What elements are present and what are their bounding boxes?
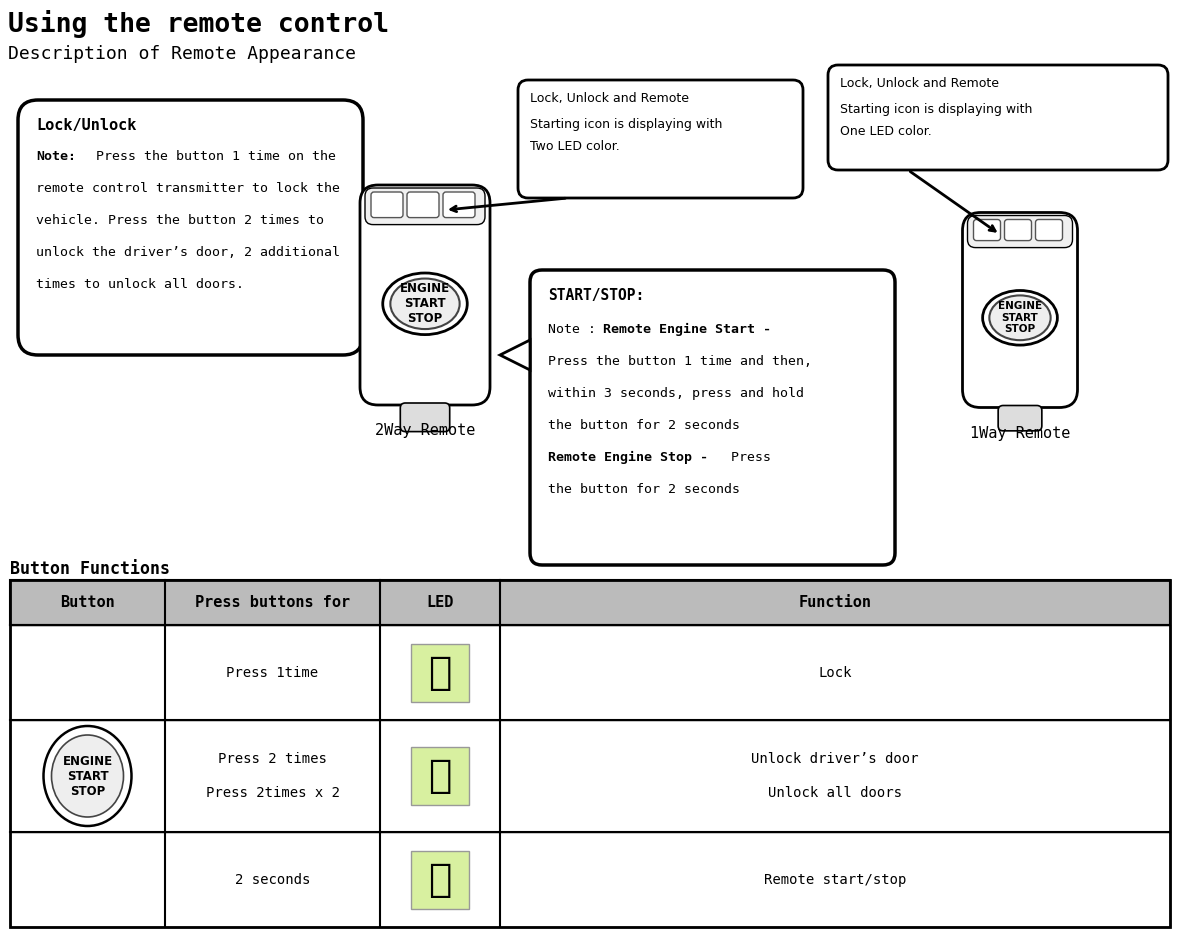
Text: Lock, Unlock and Remote: Lock, Unlock and Remote xyxy=(839,77,999,90)
Text: Lock/Unlock: Lock/Unlock xyxy=(36,118,136,133)
Ellipse shape xyxy=(990,295,1050,340)
Text: Description of Remote Appearance: Description of Remote Appearance xyxy=(8,45,356,63)
FancyBboxPatch shape xyxy=(967,216,1073,247)
Text: Lock: Lock xyxy=(818,666,851,680)
Text: Starting icon is displaying with: Starting icon is displaying with xyxy=(839,103,1032,116)
Bar xyxy=(411,747,469,805)
Text: ENGINE
START
STOP: ENGINE START STOP xyxy=(63,755,112,797)
FancyBboxPatch shape xyxy=(443,192,475,218)
FancyBboxPatch shape xyxy=(18,100,363,355)
FancyBboxPatch shape xyxy=(973,220,1000,241)
Text: ENGINE
START
STOP: ENGINE START STOP xyxy=(998,301,1042,334)
FancyBboxPatch shape xyxy=(365,188,485,224)
FancyBboxPatch shape xyxy=(1036,220,1062,241)
Text: times to unlock all doors.: times to unlock all doors. xyxy=(36,278,244,291)
Text: LED: LED xyxy=(426,595,453,610)
Polygon shape xyxy=(500,340,530,370)
Bar xyxy=(9,832,1170,927)
Ellipse shape xyxy=(382,273,468,334)
FancyBboxPatch shape xyxy=(1004,220,1031,241)
Ellipse shape xyxy=(983,291,1057,345)
Text: Using the remote control: Using the remote control xyxy=(8,10,390,38)
Text: 2Way Remote: 2Way Remote xyxy=(375,423,475,438)
Text: ENGINE
START
STOP: ENGINE START STOP xyxy=(400,282,450,326)
Text: the button for 2 seconds: the button for 2 seconds xyxy=(548,483,740,496)
Text: Lock, Unlock and Remote: Lock, Unlock and Remote xyxy=(530,92,689,105)
Text: Button: Button xyxy=(60,595,115,610)
Ellipse shape xyxy=(51,735,123,817)
Text: Remote start/stop: Remote start/stop xyxy=(764,872,906,886)
FancyBboxPatch shape xyxy=(519,80,803,198)
Text: the button for 2 seconds: the button for 2 seconds xyxy=(548,419,740,432)
Text: Unlock driver’s door: Unlock driver’s door xyxy=(752,752,919,766)
Text: Press buttons for: Press buttons for xyxy=(195,595,350,610)
Text: 🗝: 🗝 xyxy=(429,861,451,899)
Text: 🔒: 🔒 xyxy=(429,653,451,691)
Bar xyxy=(411,850,469,908)
FancyBboxPatch shape xyxy=(400,403,450,432)
Text: Remote Engine Start -: Remote Engine Start - xyxy=(603,323,771,336)
Text: Press: Press xyxy=(723,451,771,464)
Text: Press 1time: Press 1time xyxy=(226,666,318,680)
Bar xyxy=(9,580,1170,625)
Text: remote control transmitter to lock the: remote control transmitter to lock the xyxy=(36,182,340,195)
FancyBboxPatch shape xyxy=(998,405,1042,431)
Bar xyxy=(9,720,1170,832)
Text: unlock the driver’s door, 2 additional: unlock the driver’s door, 2 additional xyxy=(36,246,340,259)
FancyBboxPatch shape xyxy=(371,192,403,218)
Text: Remote Engine Stop -: Remote Engine Stop - xyxy=(548,451,708,464)
Text: 1Way Remote: 1Way Remote xyxy=(970,425,1070,440)
Bar xyxy=(411,644,469,702)
Text: Unlock all doors: Unlock all doors xyxy=(768,786,902,800)
Polygon shape xyxy=(363,210,393,240)
Text: One LED color.: One LED color. xyxy=(839,125,932,138)
Text: Starting icon is displaying with: Starting icon is displaying with xyxy=(530,118,722,131)
Text: Function: Function xyxy=(798,595,871,610)
Text: Button Functions: Button Functions xyxy=(9,560,170,578)
Text: within 3 seconds, press and hold: within 3 seconds, press and hold xyxy=(548,387,804,400)
Text: 🔓: 🔓 xyxy=(429,757,451,795)
Bar xyxy=(9,580,1170,927)
FancyBboxPatch shape xyxy=(828,65,1167,170)
Text: 2 seconds: 2 seconds xyxy=(234,872,310,886)
Ellipse shape xyxy=(391,278,459,329)
FancyBboxPatch shape xyxy=(530,270,895,565)
Text: Press 2times x 2: Press 2times x 2 xyxy=(206,786,340,800)
Text: Press the button 1 time on the: Press the button 1 time on the xyxy=(88,150,336,163)
Text: Note :: Note : xyxy=(548,323,604,336)
FancyBboxPatch shape xyxy=(963,212,1077,407)
Text: Two LED color.: Two LED color. xyxy=(530,140,619,153)
Text: Note:: Note: xyxy=(36,150,76,163)
Text: START/STOP:: START/STOP: xyxy=(548,288,644,303)
Ellipse shape xyxy=(44,726,131,826)
Text: Press 2 times: Press 2 times xyxy=(218,752,327,766)
Text: Press the button 1 time and then,: Press the button 1 time and then, xyxy=(548,355,812,368)
Bar xyxy=(9,625,1170,720)
FancyBboxPatch shape xyxy=(360,185,490,405)
FancyBboxPatch shape xyxy=(407,192,439,218)
Text: vehicle. Press the button 2 times to: vehicle. Press the button 2 times to xyxy=(36,214,324,227)
